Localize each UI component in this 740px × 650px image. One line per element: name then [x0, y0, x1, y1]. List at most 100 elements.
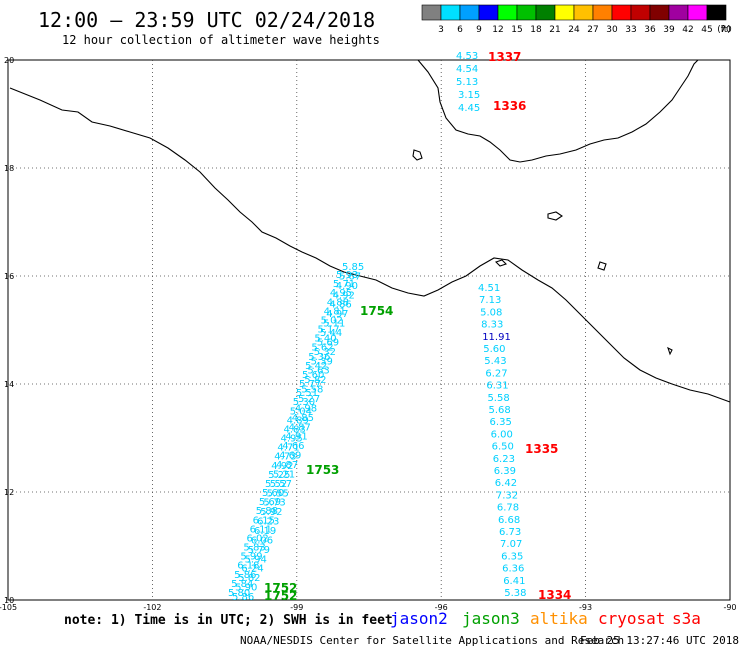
swh-value: 5.88: [256, 506, 278, 517]
swh-value: 4.87: [289, 422, 311, 433]
swh-value: 6.19: [254, 526, 276, 537]
swh-value: 6.00: [491, 429, 513, 440]
swh-value: 6.41: [503, 576, 525, 587]
color-bin-label: 18: [530, 25, 542, 35]
lat-tick-label: 10: [4, 596, 14, 605]
swh-value: 4.45: [458, 103, 480, 114]
swh-value: 5.94: [245, 554, 267, 565]
lat-tick-label: 18: [4, 164, 14, 173]
cryosat-pass-label: 1336: [493, 99, 526, 113]
swh-value: 5.67: [339, 271, 361, 282]
color-bin-label: 9: [476, 25, 482, 35]
color-bin-15: [497, 4, 518, 21]
swh-value: 5.71: [333, 279, 355, 290]
swh-value: 5.04: [290, 406, 312, 417]
swh-value: 7.13: [479, 295, 501, 306]
color-bin-12: [478, 4, 499, 21]
swh-value: 6.24: [241, 564, 263, 575]
swh-value: 6.27: [485, 368, 507, 379]
swh-value: 5.13: [456, 77, 478, 88]
swh-value: 5.69: [259, 497, 281, 508]
swh-value: 5.83: [243, 543, 265, 554]
color-bin-label: 3: [438, 25, 444, 35]
swh-value: 4.89: [287, 415, 309, 426]
lat-tick-label: 16: [4, 272, 14, 281]
jason3-pass-label: 1754: [360, 304, 393, 318]
gulf-coastline: [417, 59, 699, 163]
map-subtitle: 12 hour collection of altimeter wave hei…: [62, 33, 380, 47]
color-bin-42: [668, 4, 689, 21]
swh-value: 5.86: [232, 592, 254, 603]
lat-tick-label: 14: [4, 380, 14, 389]
swh-value: 6.23: [493, 454, 515, 465]
color-bin-label: 6: [457, 25, 463, 35]
swh-value: 5.42: [305, 361, 327, 372]
swh-value: 4.69: [279, 451, 301, 462]
swh-value: 4.53: [456, 51, 478, 62]
color-bin-label: 33: [625, 25, 636, 35]
color-bin-6: [440, 4, 461, 21]
swh-value: 5.39: [311, 356, 333, 367]
color-bin-3: [421, 4, 442, 21]
swh-value: 5.60: [302, 370, 324, 381]
color-bin-label: 30: [606, 25, 618, 35]
swh-value: 7.32: [496, 490, 518, 501]
color-bin-36: [630, 4, 651, 21]
swh-value: 5.68: [489, 405, 511, 416]
cryosat-pass-label: 1334: [538, 588, 571, 602]
swh-value: 5.57: [270, 479, 292, 490]
jason3-pass-label: 1753: [306, 463, 339, 477]
swh-value: 4.95: [330, 288, 352, 299]
swh-value: 4.88: [327, 297, 349, 308]
swh-value: 6.35: [501, 551, 523, 562]
lon-tick-label: -96: [435, 603, 448, 612]
swh-value: 5.25: [268, 470, 290, 481]
mission-s3a: s3a: [672, 609, 701, 628]
swh-value: 4.85: [292, 413, 314, 424]
mission-cryosat: cryosat: [598, 609, 666, 628]
color-bin-21: [535, 4, 556, 21]
swh-value: 5.92: [260, 507, 282, 518]
lat-tick-label: 12: [4, 488, 14, 497]
swh-value: 6.06: [251, 535, 273, 546]
swh-value: 5.79: [248, 545, 270, 556]
color-bin-33: [611, 4, 632, 21]
swh-value: 6.73: [499, 527, 521, 538]
mission-jason3: jason3: [462, 609, 520, 628]
swh-value: 5.21: [273, 469, 295, 480]
color-bin-24: [554, 4, 575, 21]
swh-value: 5.60: [483, 344, 505, 355]
swh-value: 5.36: [308, 352, 330, 363]
color-bin-label: 12: [492, 25, 503, 35]
swh-value: 5.43: [484, 356, 506, 367]
swh-value: 5.32: [314, 347, 336, 358]
swh-value: 5.44: [320, 328, 342, 339]
swh-value: 5.52: [265, 479, 287, 490]
color-scale-unit: (ft): [717, 25, 731, 35]
swh-value: 4.98: [295, 403, 317, 414]
swh-value: 5.38: [504, 588, 526, 599]
swh-value: 6.31: [486, 381, 508, 392]
map-frame: [7, 59, 731, 601]
swh-value: 5.27: [298, 394, 320, 405]
swh-value: 6.42: [495, 478, 517, 489]
swh-value: 4.66: [282, 441, 304, 452]
swh-value: 5.99: [240, 552, 262, 563]
swh-value: 6.23: [257, 517, 279, 528]
color-bin-label: 24: [568, 25, 580, 35]
swh-value: 5.77: [299, 379, 321, 390]
swh-value: 4.87: [276, 460, 298, 471]
jason3-pass-label: 1752: [264, 581, 297, 595]
swh-value: 6.35: [490, 417, 512, 428]
swh-value: 5.93: [336, 270, 358, 281]
swh-value: 4.51: [478, 283, 500, 294]
mission-jason2: jason2: [390, 609, 448, 628]
swh-value: 6.68: [498, 515, 520, 526]
footer-credit: NOAA/NESDIS Center for Satellite Applica…: [240, 634, 625, 647]
swh-value: 5.84: [231, 579, 253, 590]
swh-value: 5.17: [317, 325, 339, 336]
swh-value: 5.73: [263, 498, 285, 509]
color-bin-70: [706, 4, 727, 21]
swh-value: 4.92: [271, 461, 293, 472]
